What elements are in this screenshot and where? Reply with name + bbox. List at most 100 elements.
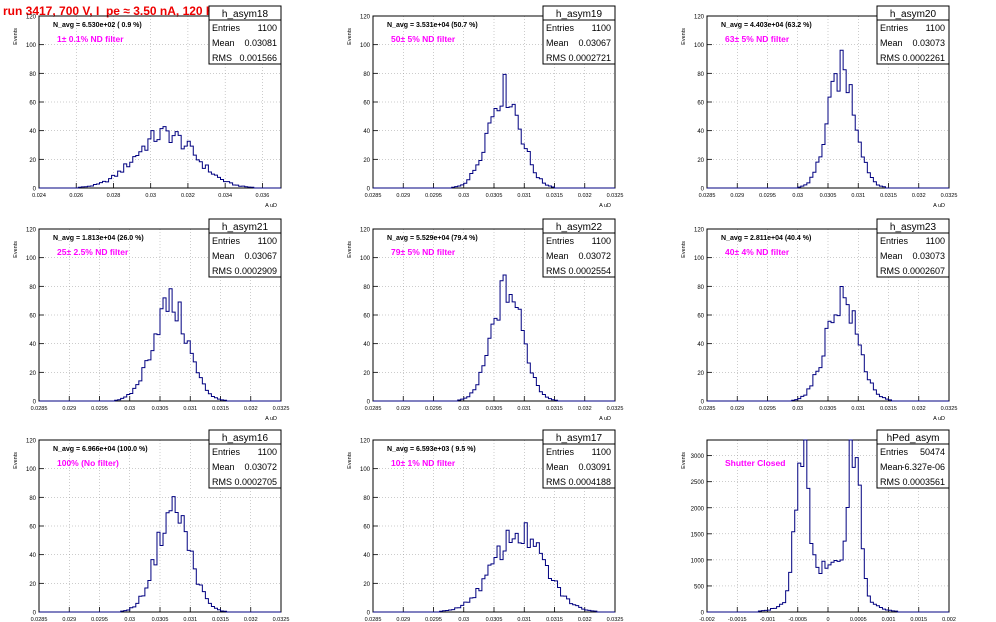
x-tick-label: -0.001 [760,617,776,622]
x-tick-label: 0.0285 [699,406,716,412]
navg-label: N_avg = 6.966e+04 (100.0 %) [53,446,148,453]
y-tick-label: 20 [363,371,370,377]
x-tick-label: 0.032 [578,406,592,412]
y-axis-title: Events [681,28,687,45]
filter-annotation: 50± 5% ND filter [391,34,456,44]
x-tick-label: 0.0325 [273,406,290,412]
stats-label: Mean [212,38,235,48]
stats-value: 0.0002607 [902,266,945,276]
stats-label: Entries [880,23,909,33]
y-axis-title: Events [681,452,687,469]
y-tick-label: 100 [360,43,371,49]
stats-value: 0.03073 [912,251,945,261]
y-tick-label: 60 [363,101,370,107]
x-tick-label: 0.03 [145,193,156,199]
stats-label: Entries [880,236,909,246]
histogram-line [39,496,281,613]
x-tick-label: 0.03 [792,193,803,199]
x-tick-label: 0.032 [244,617,258,622]
y-tick-label: 500 [694,584,705,590]
histogram-panel-h_asym18: 0 20 40 60 80 100 120 0.024 0.026 0.028 0.03 0.032 0… [13,5,282,209]
x-tick-label: 0.032 [578,193,592,199]
x-tick-label: 0.0295 [759,193,776,199]
filter-annotation: 1± 0.1% ND filter [57,34,124,44]
y-tick-label: 100 [26,256,37,262]
histogram-panel-h_asym20: 0 20 40 60 80 100 120 0.0285 0.029 0.0295 0.03 0.03… [681,5,958,209]
stats-value: 1100 [258,236,277,246]
x-tick-label: 0 [826,617,829,622]
stats-label: Mean [880,251,903,261]
y-tick-label: 0 [701,400,705,406]
stats-label: RMS [880,266,900,276]
x-tick-label: 0.032 [181,193,195,199]
y-tick-label: 120 [694,15,705,21]
y-tick-label: 60 [697,314,704,320]
x-tick-label: 0.0315 [880,406,897,412]
stats-value: -6.327e-06 [901,462,945,472]
y-tick-label: 60 [29,314,36,320]
x-tick-label: 0.032 [912,193,926,199]
x-tick-label: 0.0315 [546,617,563,622]
y-tick-label: 0 [701,187,705,193]
y-tick-label: 60 [29,525,36,531]
y-tick-label: 80 [29,496,36,502]
navg-label: N_avg = 6.530e+02 ( 0.9 %) [53,22,142,29]
y-tick-label: 40 [363,553,370,559]
x-tick-label: 0.031 [851,193,865,199]
y-tick-label: 60 [697,101,704,107]
x-tick-label: 0.026 [69,193,83,199]
x-tick-label: 0.0325 [941,406,958,412]
stats-value: 0.0002261 [902,53,945,63]
y-tick-label: 0 [367,611,371,617]
stats-value: 0.0003561 [902,477,945,487]
x-tick-label: 0.0305 [486,617,503,622]
x-tick-label: 0.032 [244,406,258,412]
x-tick-label: 0.0295 [91,406,108,412]
x-tick-label: 0.0295 [425,617,442,622]
x-tick-label: 0.0325 [941,193,958,199]
x-tick-label: 0.0325 [607,617,624,622]
stats-value: 0.001566 [239,53,277,63]
run-title: run 3417, 700 V, I_pe ≈ 3.50 nA, 120 Hz [3,4,221,18]
x-tick-label: 0.0295 [91,617,108,622]
x-tick-label: 0.0285 [365,617,382,622]
x-tick-label: 0.031 [851,406,865,412]
y-tick-label: 120 [26,15,37,21]
x-tick-label: 0.0285 [365,406,382,412]
x-tick-label: 0.032 [578,617,592,622]
y-tick-label: 0 [33,611,37,617]
stats-title: hPed_asym [887,433,940,444]
stats-label: RMS [546,477,566,487]
y-tick-label: 80 [29,285,36,291]
stats-label: RMS [212,53,232,63]
x-axis-title: A uD [265,416,277,422]
x-tick-label: -0.0015 [728,617,747,622]
filter-annotation: 79± 5% ND filter [391,247,456,257]
stats-value: 1100 [592,447,611,457]
x-tick-label: 0.0315 [546,406,563,412]
x-tick-label: 0.0295 [759,406,776,412]
x-tick-label: 0.0305 [820,193,837,199]
stats-box [542,429,616,489]
y-tick-label: 1000 [691,558,705,564]
y-axis-title: Events [681,241,687,258]
y-tick-label: 20 [29,158,36,164]
histogram-line [707,49,949,189]
x-tick-label: 0.029 [62,617,76,622]
stats-label: Entries [212,23,241,33]
stats-title: h_asym17 [556,433,603,444]
x-tick-label: 0.0305 [820,406,837,412]
x-tick-label: 0.029 [62,406,76,412]
y-tick-label: 20 [697,371,704,377]
navg-label: N_avg = 3.531e+04 (50.7 %) [387,22,478,29]
x-tick-label: 0.03 [792,406,803,412]
y-tick-label: 120 [360,228,371,234]
stats-value: 0.03081 [244,38,277,48]
y-tick-label: 20 [697,158,704,164]
y-tick-label: 80 [29,72,36,78]
y-tick-label: 120 [26,439,37,445]
y-tick-label: 40 [29,129,36,135]
x-tick-label: 0.029 [396,193,410,199]
y-axis-title: Events [13,241,19,258]
filter-annotation: 100% (No filter) [57,458,119,468]
